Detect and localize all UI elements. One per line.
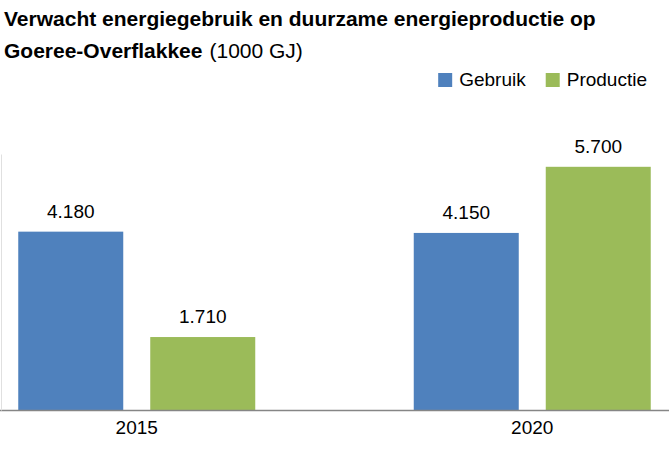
legend-item: Gebruik (438, 69, 526, 90)
x-axis-line (0, 410, 669, 412)
bars (18, 167, 651, 410)
title-group: Verwacht energiegebruik en duurzame ener… (4, 7, 596, 62)
bar (546, 167, 651, 410)
title: Verwacht energiegebruik en duurzame ener… (4, 7, 596, 30)
y-axis-line (1, 155, 2, 411)
x-tick: 2020 (511, 410, 553, 438)
legend: Gebruik Productie (438, 69, 647, 90)
chart: Verwacht energiegebruik en duurzame ener… (0, 0, 669, 456)
title: Goeree-Overflakkee (4, 39, 202, 62)
x-axis: 2015 2020 (0, 410, 669, 438)
subtitle: (1000 GJ) (209, 39, 302, 62)
legend-label: Gebruik (459, 69, 526, 90)
data-label: 5.700 (574, 136, 622, 157)
x-tick-label: 2015 (116, 417, 158, 438)
bar (414, 233, 519, 410)
bar (18, 232, 123, 410)
data-labels: 4.180 4.150 1.710 5.700 (47, 136, 622, 327)
bar (150, 337, 255, 410)
data-label: 1.710 (179, 306, 227, 327)
legend-label: Productie (567, 69, 647, 90)
x-tick: 2015 (116, 410, 158, 438)
y-axis (1, 155, 3, 411)
legend-item: Productie (546, 69, 647, 90)
legend-swatch (438, 73, 452, 87)
legend-swatch (546, 73, 560, 87)
data-label: 4.150 (442, 202, 490, 223)
x-tick-label: 2020 (511, 417, 553, 438)
data-label: 4.180 (47, 201, 95, 222)
